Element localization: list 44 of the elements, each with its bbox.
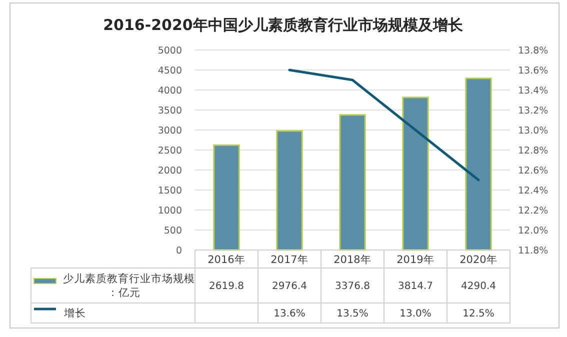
- y-tick-label: 3000: [158, 126, 182, 136]
- data-label: 2976.4: [272, 281, 307, 292]
- y2-tick-label: 12.8%: [518, 146, 548, 156]
- x-tick-label: 2020年: [460, 254, 498, 266]
- x-tick-label: 2019年: [396, 254, 434, 266]
- y-tick-label: 5000: [158, 46, 182, 56]
- x-tick-label: 2018年: [334, 254, 372, 266]
- legend-label: 少儿素质教育行业市场规模：亿元: [63, 272, 195, 299]
- bar: [276, 130, 303, 251]
- y-tick-label: 1000: [158, 206, 182, 216]
- y2-tick-label: 13.8%: [518, 46, 548, 56]
- y2-tick-label: 13.4%: [518, 86, 548, 96]
- y-tick-label: 2500: [158, 146, 182, 156]
- data-label: 3814.7: [398, 281, 433, 292]
- x-tick-label: 2017年: [270, 254, 308, 266]
- y-tick-label: 1500: [158, 186, 182, 196]
- y2-tick-label: 12.4%: [518, 186, 548, 196]
- y2-tick-label: 13.6%: [518, 66, 548, 76]
- data-label: 13.5%: [336, 308, 368, 320]
- data-label: 2619.8: [209, 281, 244, 292]
- y-tick-label: 3500: [158, 106, 182, 116]
- bar: [402, 96, 429, 251]
- data-label: 13.6%: [274, 308, 306, 320]
- y-tick-label: 4000: [158, 86, 182, 96]
- y2-tick-label: 12.6%: [518, 166, 548, 176]
- data-label: 13.0%: [400, 308, 432, 320]
- data-label: 12.5%: [462, 308, 494, 320]
- y-tick-label: 4500: [158, 66, 182, 76]
- chart-title: 2016-2020年中国少儿素质教育行业市场规模及增长: [103, 16, 464, 34]
- y-tick-label: 0: [176, 246, 182, 256]
- bar: [465, 78, 492, 251]
- bar: [213, 144, 240, 251]
- y-tick-label: 2000: [158, 166, 182, 176]
- y2-tick-label: 11.8%: [518, 246, 548, 256]
- data-label: 3376.8: [335, 281, 370, 292]
- x-tick-label: 2016年: [208, 254, 246, 266]
- y2-tick-label: 12.0%: [518, 226, 548, 236]
- y2-tick-label: 12.2%: [518, 206, 548, 216]
- data-label: 4290.4: [461, 281, 496, 292]
- y-tick-label: 500: [164, 226, 182, 236]
- legend-label: 增长: [63, 306, 86, 320]
- y2-tick-label: 13.0%: [518, 126, 548, 136]
- bar: [339, 114, 366, 251]
- y2-tick-label: 13.2%: [518, 106, 548, 116]
